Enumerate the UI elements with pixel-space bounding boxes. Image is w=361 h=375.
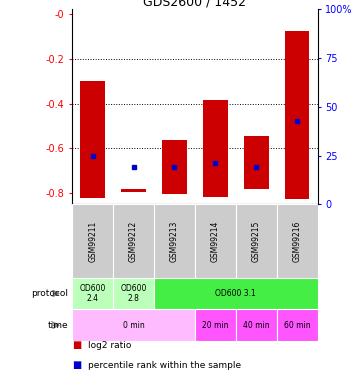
Bar bbox=[236, 204, 277, 278]
Bar bbox=[154, 204, 195, 278]
Bar bbox=[81, 81, 105, 198]
Text: 20 min: 20 min bbox=[202, 321, 229, 330]
Text: time: time bbox=[48, 321, 69, 330]
Bar bbox=[113, 204, 154, 278]
Bar bbox=[195, 204, 236, 278]
Text: 0 min: 0 min bbox=[123, 321, 144, 330]
Bar bbox=[277, 204, 318, 278]
Bar bbox=[72, 309, 195, 341]
Bar bbox=[244, 136, 269, 189]
Bar bbox=[195, 309, 236, 341]
Bar bbox=[113, 278, 154, 309]
Bar bbox=[236, 309, 277, 341]
Text: OD600
2.4: OD600 2.4 bbox=[79, 284, 106, 303]
Text: 60 min: 60 min bbox=[284, 321, 310, 330]
Text: log2 ratio: log2 ratio bbox=[88, 341, 132, 350]
Text: GSM99214: GSM99214 bbox=[211, 220, 220, 262]
Bar bbox=[154, 278, 318, 309]
Text: GSM99212: GSM99212 bbox=[129, 220, 138, 262]
Bar bbox=[162, 141, 187, 194]
Text: OD600
2.8: OD600 2.8 bbox=[120, 284, 147, 303]
Bar bbox=[203, 100, 228, 196]
Text: GSM99216: GSM99216 bbox=[293, 220, 302, 262]
Title: GDS2600 / 1452: GDS2600 / 1452 bbox=[143, 0, 247, 8]
Bar bbox=[285, 31, 309, 199]
Text: ■: ■ bbox=[72, 340, 82, 351]
Text: GSM99213: GSM99213 bbox=[170, 220, 179, 262]
Text: percentile rank within the sample: percentile rank within the sample bbox=[88, 361, 242, 370]
Bar bbox=[121, 189, 146, 192]
Bar bbox=[72, 278, 113, 309]
Text: ■: ■ bbox=[72, 360, 82, 370]
Text: 40 min: 40 min bbox=[243, 321, 270, 330]
Text: protocol: protocol bbox=[32, 289, 69, 298]
Text: GSM99215: GSM99215 bbox=[252, 220, 261, 262]
Bar bbox=[72, 204, 113, 278]
Bar bbox=[277, 309, 318, 341]
Text: OD600 3.1: OD600 3.1 bbox=[216, 289, 256, 298]
Text: GSM99211: GSM99211 bbox=[88, 220, 97, 262]
